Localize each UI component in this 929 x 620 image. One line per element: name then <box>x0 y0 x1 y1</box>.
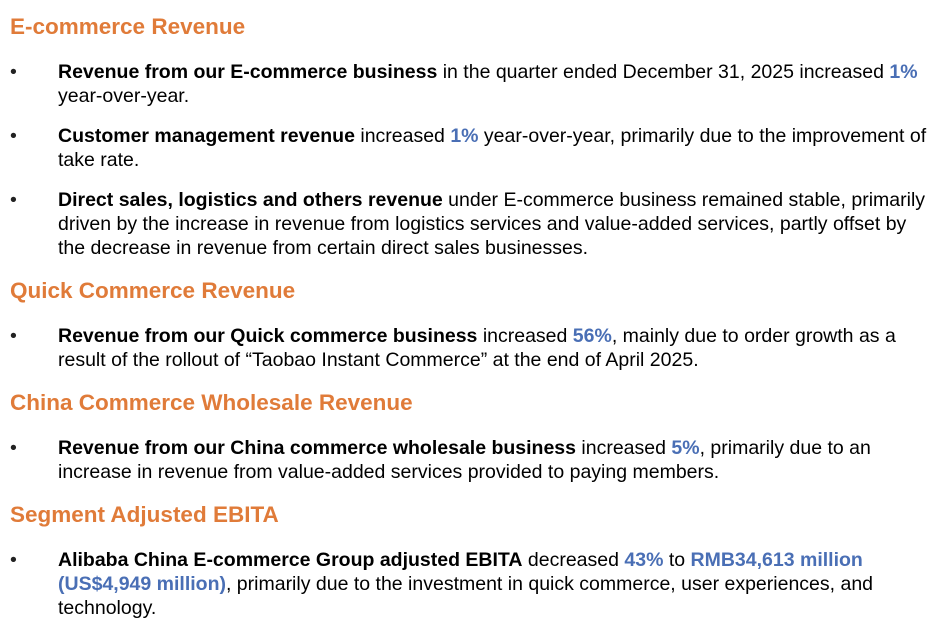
bold-run: Customer management revenue <box>58 125 355 147</box>
bullet-text: Revenue from our China commerce wholesal… <box>58 436 929 484</box>
highlight-run: 1% <box>889 61 918 83</box>
section-heading-china-commerce-wholesale-revenue: China Commerce Wholesale Revenue <box>10 390 413 415</box>
text-run: in the quarter ended December 31, 2025 i… <box>437 61 890 83</box>
bullet-text: Revenue from our Quick commerce business… <box>58 324 929 372</box>
bullet-glyph: • <box>10 549 17 571</box>
highlight-run: RMB34,613 million (US$4,949 million) <box>58 549 863 595</box>
text-run: increased <box>576 437 672 459</box>
highlight-run: 43% <box>624 549 664 571</box>
text-run: under E-commerce business remained stabl… <box>58 189 926 259</box>
bullet-glyph: • <box>10 325 17 347</box>
highlight-run: 56% <box>572 325 612 347</box>
section-heading-ecommerce-revenue: E-commerce Revenue <box>10 14 246 39</box>
section-heading-segment-adjusted-ebita: Segment Adjusted EBITA <box>10 502 279 527</box>
bullet-glyph: • <box>10 125 17 147</box>
text-run: year-over-year. <box>58 85 190 107</box>
text-run: , primarily due to an increase in revenu… <box>58 437 871 483</box>
bullet-text: Customer management revenue increased 1%… <box>58 124 929 172</box>
highlight-run: 1% <box>450 125 479 147</box>
text-run: to <box>663 549 691 571</box>
bullet-text: Direct sales, logistics and others reven… <box>58 188 929 260</box>
text-run: increased <box>354 125 451 147</box>
bullet-glyph: • <box>10 437 17 459</box>
bullet-text: Alibaba China E-commerce Group adjusted … <box>58 548 929 620</box>
text-run: year-over-year, primarily due to the imp… <box>58 125 927 171</box>
bold-run: Alibaba China E-commerce Group adjusted … <box>58 549 523 571</box>
bullet-text: Revenue from our E-commerce business in … <box>58 60 929 108</box>
text-run: , primarily due to the investment in qui… <box>58 573 874 619</box>
text-run: , mainly due to order growth as a result… <box>58 325 896 371</box>
text-run: decreased <box>522 549 625 571</box>
bullet-glyph: • <box>10 189 17 211</box>
bold-run: Revenue from our China commerce wholesal… <box>58 437 576 459</box>
bold-run: Direct sales, logistics and others reven… <box>58 189 443 211</box>
bold-run: Revenue from our E-commerce business <box>58 61 438 83</box>
bullet-glyph: • <box>10 61 17 83</box>
section-heading-quick-commerce-revenue: Quick Commerce Revenue <box>10 278 296 303</box>
highlight-run: 5% <box>671 437 700 459</box>
bold-run: Revenue from our Quick commerce business <box>58 325 478 347</box>
text-run: increased <box>477 325 573 347</box>
